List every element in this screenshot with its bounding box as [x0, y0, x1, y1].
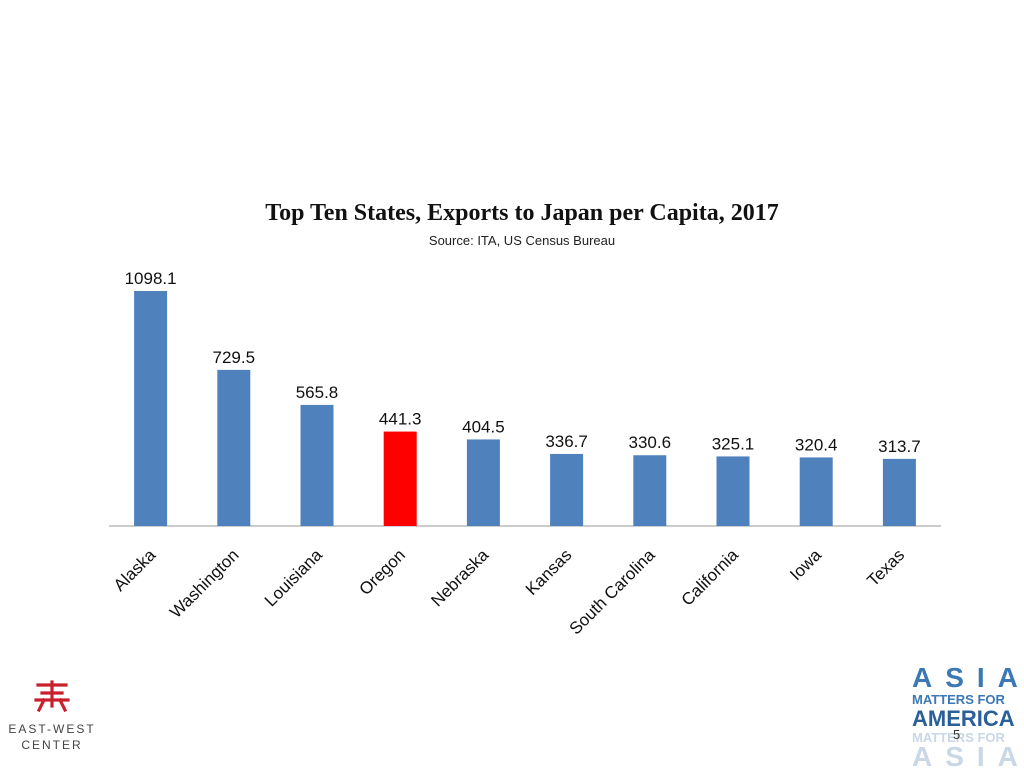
- tick-label-california: California: [678, 545, 743, 610]
- tick-label-louisiana: Louisiana: [261, 545, 326, 610]
- asia-logo-line5: ASIA: [912, 746, 1018, 768]
- tick-label-washington: Washington: [166, 545, 242, 621]
- data-label-california: 325.1: [712, 434, 755, 453]
- chart-title: Top Ten States, Exports to Japan per Cap…: [265, 200, 779, 226]
- bar-chart: 1098.1 Alaska 729.5 Washington 565.8 Louisian…: [109, 269, 941, 638]
- data-label-alaska: 1098.1: [125, 269, 177, 288]
- data-label-texas: 313.7: [878, 437, 921, 456]
- chart-subtitle: Source: ITA, US Census Bureau: [428, 233, 616, 248]
- asia-matters-for-america-logo: ASIA MATTERS FOR AMERICA MATTERS FOR ASI…: [912, 664, 1018, 768]
- tick-label-south-carolina: South Carolina: [566, 545, 659, 638]
- tick-label-alaska: Alaska: [110, 545, 160, 595]
- bar-oregon: [383, 431, 417, 526]
- bar-nebraska: [466, 439, 500, 526]
- data-label-washington: 729.5: [213, 348, 256, 367]
- bar-louisiana: [300, 404, 334, 526]
- east-west-center-logo-icon: [34, 680, 70, 713]
- data-label-nebraska: 404.5: [462, 417, 505, 436]
- bar-alaska: [134, 291, 168, 526]
- tick-label-texas: Texas: [863, 545, 908, 590]
- data-label-kansas: 336.7: [545, 432, 588, 451]
- tick-label-iowa: Iowa: [786, 545, 825, 584]
- bar-iowa: [799, 457, 833, 526]
- data-label-iowa: 320.4: [795, 435, 838, 454]
- bar-california: [716, 456, 750, 526]
- tick-label-nebraska: Nebraska: [427, 545, 492, 610]
- data-label-south-carolina: 330.6: [629, 433, 672, 452]
- bar-kansas: [550, 453, 584, 526]
- bar-washington: [217, 369, 251, 526]
- ewc-name-line2: CENTER: [21, 738, 83, 752]
- tick-label-oregon: Oregon: [355, 545, 409, 599]
- bar-texas: [882, 458, 916, 526]
- tick-label-kansas: Kansas: [522, 545, 576, 599]
- bar-south-carolina: [633, 455, 667, 526]
- ewc-name-line1: EAST-WEST: [8, 722, 96, 736]
- page-number: 5: [953, 727, 961, 742]
- data-label-oregon: 441.3: [379, 410, 422, 429]
- data-label-louisiana: 565.8: [296, 383, 339, 402]
- asia-logo-line4: MATTERS FOR: [912, 730, 1005, 745]
- asia-logo-line2: MATTERS FOR: [912, 692, 1005, 707]
- asia-logo-line3: AMERICA: [912, 706, 1015, 731]
- asia-logo-line1: ASIA: [912, 662, 1024, 693]
